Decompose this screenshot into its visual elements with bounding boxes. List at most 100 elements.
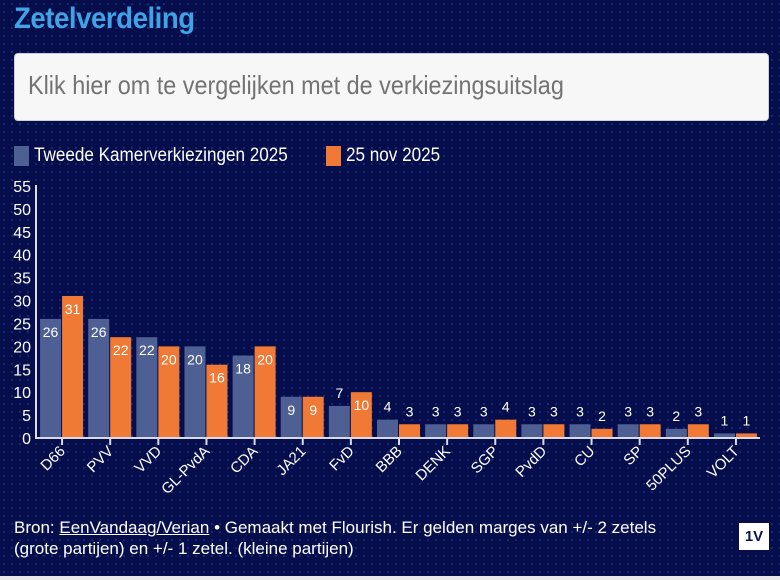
bar-election xyxy=(232,355,254,438)
bar-poll xyxy=(110,337,132,438)
chart-legend: Tweede Kamerverkiezingen 2025 25 nov 202… xyxy=(14,145,461,167)
footer-note: Bron: EenVandaag/Verian • Gemaakt met Fl… xyxy=(14,517,704,559)
bar-poll xyxy=(206,364,228,438)
bar-value-label: 22 xyxy=(139,342,155,358)
bar-poll xyxy=(543,424,565,438)
bar-value-label: 2 xyxy=(598,408,606,424)
bar-poll xyxy=(447,424,469,438)
legend-item-election[interactable]: Tweede Kamerverkiezingen 2025 xyxy=(14,145,316,167)
x-category-label: JA21 xyxy=(273,443,309,479)
bar-value-label: 16 xyxy=(209,370,225,386)
x-category-label: SP xyxy=(620,443,646,469)
y-tick-label: 50 xyxy=(13,202,31,219)
bar-value-label: 3 xyxy=(480,403,488,419)
bar-value-label: 20 xyxy=(187,351,203,367)
bar-poll xyxy=(62,295,84,438)
legend-label-election: Tweede Kamerverkiezingen 2025 xyxy=(34,145,288,166)
y-tick-label: 35 xyxy=(13,271,31,288)
page-title: Zetelverdeling xyxy=(14,2,195,35)
bar-value-label: 31 xyxy=(65,301,81,317)
y-tick-label: 25 xyxy=(13,316,31,333)
bar-poll xyxy=(639,424,661,438)
bar-value-label: 3 xyxy=(432,403,440,419)
bar-poll xyxy=(254,346,276,438)
bar-election xyxy=(184,346,206,438)
bar-value-label: 3 xyxy=(406,403,414,419)
bar-election xyxy=(328,405,350,438)
x-category-label: VVD xyxy=(131,443,165,477)
x-category-label: DENK xyxy=(412,443,453,484)
seat-distribution-chart: 05101520253035404550552631D662622PVV2220… xyxy=(13,179,760,498)
bar-election xyxy=(473,424,495,438)
bar-poll xyxy=(399,424,420,438)
legend-item-poll[interactable]: 25 nov 2025 xyxy=(326,145,451,167)
x-category-label: D66 xyxy=(37,443,68,474)
bar-election xyxy=(377,419,398,438)
bottom-divider xyxy=(0,576,780,580)
bar-value-label: 2 xyxy=(672,408,680,424)
bar-poll xyxy=(350,392,372,438)
x-category-label: PVV xyxy=(84,443,117,476)
y-tick-label: 20 xyxy=(13,339,31,356)
bar-value-label: 18 xyxy=(235,361,251,377)
bar-election xyxy=(425,424,447,438)
bar-election xyxy=(521,424,543,438)
x-category-label: GL-PvdA xyxy=(158,443,213,498)
y-tick-label: 45 xyxy=(13,225,31,242)
legend-swatch-poll xyxy=(326,146,342,166)
bar-value-label: 22 xyxy=(113,342,129,358)
x-category-label: 50PLUS xyxy=(643,443,695,495)
compare-results-button[interactable]: Klik hier om te vergelijken met de verki… xyxy=(14,53,769,121)
bar-value-label: 1 xyxy=(743,412,751,428)
bar-value-label: 3 xyxy=(646,403,654,419)
legend-swatch-election xyxy=(14,146,29,166)
bar-value-label: 1 xyxy=(721,412,729,428)
bar-election xyxy=(713,433,735,438)
bar-value-label: 3 xyxy=(576,403,584,419)
bar-value-label: 7 xyxy=(335,385,343,401)
bar-election xyxy=(665,428,687,438)
bar-poll xyxy=(495,419,517,438)
legend-label-poll: 25 nov 2025 xyxy=(346,145,441,166)
source-link[interactable]: EenVandaag/Verian xyxy=(59,518,210,537)
bar-poll xyxy=(687,424,709,438)
bar-value-label: 20 xyxy=(161,351,177,367)
source-prefix: Bron: xyxy=(14,518,60,537)
y-tick-label: 55 xyxy=(13,179,31,196)
bar-value-label: 4 xyxy=(384,399,392,415)
bar-election xyxy=(617,424,639,438)
bar-election xyxy=(569,424,591,438)
bar-election xyxy=(40,318,62,438)
x-category-label: BBB xyxy=(373,443,406,476)
x-category-label: FvD xyxy=(326,443,358,475)
x-category-label: CDA xyxy=(227,443,261,477)
footer-text: • Gemaakt met Flourish. Er gelden marges… xyxy=(14,518,657,558)
bar-election xyxy=(136,337,158,438)
bar-value-label: 4 xyxy=(502,399,510,415)
bar-value-label: 3 xyxy=(550,403,558,419)
y-tick-label: 15 xyxy=(13,362,31,379)
bar-value-label: 3 xyxy=(528,403,536,419)
bar-value-label: 3 xyxy=(694,403,702,419)
bar-value-label: 20 xyxy=(257,351,273,367)
compare-results-label: Klik hier om te vergelijken met de verki… xyxy=(28,70,564,100)
y-tick-label: 0 xyxy=(22,431,31,448)
bar-value-label: 9 xyxy=(309,402,317,418)
bar-poll xyxy=(302,396,324,438)
bar-value-label: 26 xyxy=(43,324,59,340)
x-category-label: VOLT xyxy=(704,443,743,482)
eenvandaag-logo: 1V xyxy=(739,523,769,550)
y-tick-label: 30 xyxy=(13,294,31,311)
bar-value-label: 10 xyxy=(354,397,370,413)
bar-value-label: 3 xyxy=(624,403,632,419)
x-category-label: SGP xyxy=(468,443,502,477)
bar-election xyxy=(88,318,110,438)
x-category-label: PvdD xyxy=(512,443,550,481)
x-category-label: CU xyxy=(571,443,598,470)
bar-value-label: 26 xyxy=(91,324,107,340)
bar-value-label: 3 xyxy=(454,403,462,419)
y-tick-label: 40 xyxy=(13,248,31,265)
bar-value-label: 9 xyxy=(287,402,295,418)
y-tick-label: 10 xyxy=(13,385,31,402)
bar-election xyxy=(280,396,302,438)
